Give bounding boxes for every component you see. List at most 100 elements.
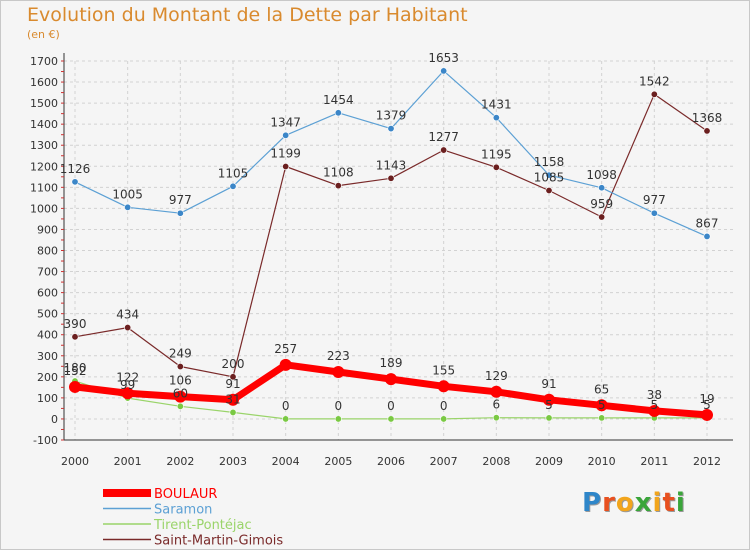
data-point [650, 209, 658, 217]
data-point [648, 404, 661, 417]
axes: -100010020030040050060070080090010001100… [30, 53, 733, 468]
y-tick-label: 600 [37, 287, 58, 300]
data-label: 977 [169, 193, 192, 207]
data-label: 60 [173, 386, 188, 400]
data-point [440, 415, 448, 423]
data-point [440, 67, 448, 75]
data-point [282, 415, 290, 423]
data-label: 1126 [60, 162, 91, 176]
data-point [121, 387, 134, 400]
data-label: 223 [327, 349, 350, 363]
data-point [598, 184, 606, 192]
data-point [71, 333, 79, 341]
legend-label: BOULAUR [154, 487, 217, 502]
data-point [492, 163, 500, 171]
data-label: 1368 [692, 111, 723, 125]
data-label: 390 [64, 317, 87, 331]
data-point [545, 186, 553, 194]
y-tick-label: 800 [37, 245, 58, 258]
data-label: 959 [590, 197, 613, 211]
data-label: 155 [432, 363, 455, 377]
data-label: 0 [440, 399, 448, 413]
chart-subtitle: (en €) [27, 28, 60, 41]
data-label: 5 [545, 398, 553, 412]
legend-label: Saramon [154, 503, 212, 518]
legend-label: Tirent-Pontéjac [153, 518, 252, 533]
data-label: 249 [169, 347, 192, 361]
logo-letter: i [675, 488, 686, 518]
data-label: 434 [116, 308, 139, 322]
data-label: 5 [703, 398, 711, 412]
logo-letter: o [615, 488, 635, 518]
data-label: 0 [335, 399, 343, 413]
data-label: 0 [282, 399, 290, 413]
data-label: 6 [493, 398, 501, 412]
data-label: 200 [222, 357, 245, 371]
y-tick-label: 500 [37, 308, 58, 321]
x-tick-label: 2003 [219, 455, 247, 468]
y-tick-label: 1600 [30, 76, 58, 89]
data-point [387, 415, 395, 423]
data-label: 38 [647, 388, 662, 402]
data-label: 257 [274, 342, 297, 356]
data-label: 65 [594, 382, 609, 396]
data-point [598, 414, 606, 422]
logo-letter: x [634, 488, 653, 518]
data-label: 1379 [376, 109, 407, 123]
data-point [124, 203, 132, 211]
data-label: 19 [699, 392, 714, 406]
data-label: 5 [598, 398, 606, 412]
data-point [437, 380, 450, 393]
x-tick-label: 2012 [693, 455, 721, 468]
data-label: 91 [225, 377, 240, 391]
data-label: 1195 [481, 147, 512, 161]
data-label: 1454 [323, 93, 354, 107]
x-tick-label: 2005 [324, 455, 352, 468]
data-point [385, 373, 397, 386]
data-label: 31 [225, 392, 240, 406]
logo-letter: t [662, 488, 676, 518]
data-point [334, 415, 342, 423]
data-point [176, 363, 184, 371]
y-tick-label: 1200 [30, 160, 58, 173]
data-point [703, 232, 711, 240]
data-label: 1108 [323, 166, 354, 180]
data-label: 180 [64, 361, 87, 375]
data-label: 1005 [112, 187, 143, 201]
y-tick-label: 200 [37, 371, 58, 384]
data-point [174, 390, 187, 403]
data-label: 189 [380, 356, 403, 370]
data-label: 1653 [428, 51, 459, 65]
proxiti-logo: Proxiti [582, 488, 686, 518]
data-point [229, 182, 237, 190]
x-tick-label: 2011 [640, 455, 668, 468]
x-tick-label: 2000 [61, 455, 89, 468]
data-label: 106 [169, 374, 192, 388]
data-label: 977 [643, 193, 666, 207]
data-point [492, 414, 500, 422]
data-point [387, 174, 395, 182]
data-point [492, 114, 500, 122]
x-tick-label: 2001 [114, 455, 142, 468]
x-tick-label: 2010 [588, 455, 616, 468]
logo-letter: i [652, 488, 663, 518]
logo-letter: r [602, 488, 616, 518]
data-label: 867 [696, 216, 719, 230]
data-point [490, 385, 503, 398]
data-point [282, 131, 290, 139]
logo-letter: P [582, 488, 603, 518]
data-point [71, 178, 79, 186]
x-tick-label: 2002 [166, 455, 194, 468]
data-label: 1199 [270, 146, 301, 160]
y-tick-label: 900 [37, 223, 58, 236]
data-label: 1542 [639, 74, 670, 88]
y-tick-label: 1700 [30, 55, 58, 68]
data-labels: 390 434 249 200 1199 1108 1143 1277 1195 1085 959 1… [60, 51, 723, 413]
x-tick-label: 2009 [535, 455, 563, 468]
data-label: 0 [387, 399, 395, 413]
legend-label: Saint-Martin-Gimois [154, 534, 283, 549]
x-tick-label: 2004 [272, 455, 300, 468]
data-label: 1105 [218, 166, 249, 180]
